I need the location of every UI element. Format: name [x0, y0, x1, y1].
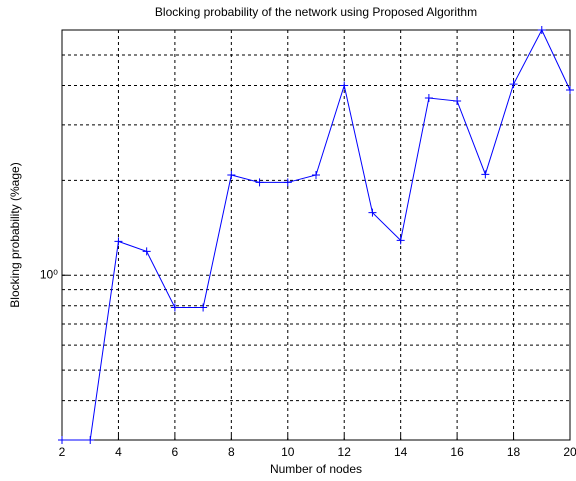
x-tick-label: 4 — [115, 445, 122, 459]
data-marker — [86, 436, 95, 444]
x-tick-label: 2 — [59, 445, 66, 459]
data-marker — [227, 170, 236, 179]
data-marker — [312, 170, 320, 179]
data-marker — [58, 436, 66, 444]
x-tick-label: 10 — [281, 445, 295, 459]
y-axis-label: Blocking probability (%age) — [8, 162, 22, 307]
data-marker — [255, 178, 264, 187]
x-tick-label: 18 — [507, 445, 521, 459]
x-tick-label: 16 — [450, 445, 464, 459]
x-axis-label: Number of nodes — [270, 462, 362, 476]
data-marker — [509, 80, 518, 89]
x-tick-label: 12 — [338, 445, 352, 459]
data-marker — [566, 86, 574, 95]
data-marker — [283, 178, 292, 187]
data-marker — [453, 97, 462, 106]
x-tick-label: 8 — [228, 445, 235, 459]
data-marker — [340, 81, 349, 90]
data-marker — [199, 303, 208, 312]
data-marker — [114, 237, 123, 246]
x-tick-label: 14 — [394, 445, 408, 459]
data-marker — [368, 208, 377, 217]
data-marker — [142, 247, 151, 256]
data-marker — [170, 303, 179, 312]
y-tick-label: 10⁰ — [40, 267, 58, 281]
chart-title: Blocking probability of the network usin… — [155, 5, 477, 19]
data-marker — [424, 94, 433, 103]
plot-frame — [61, 29, 571, 441]
data-marker — [396, 236, 405, 245]
x-tick-label: 6 — [172, 445, 179, 459]
data-marker — [481, 170, 490, 179]
x-tick-label: 20 — [563, 445, 576, 459]
data-marker — [537, 26, 546, 34]
